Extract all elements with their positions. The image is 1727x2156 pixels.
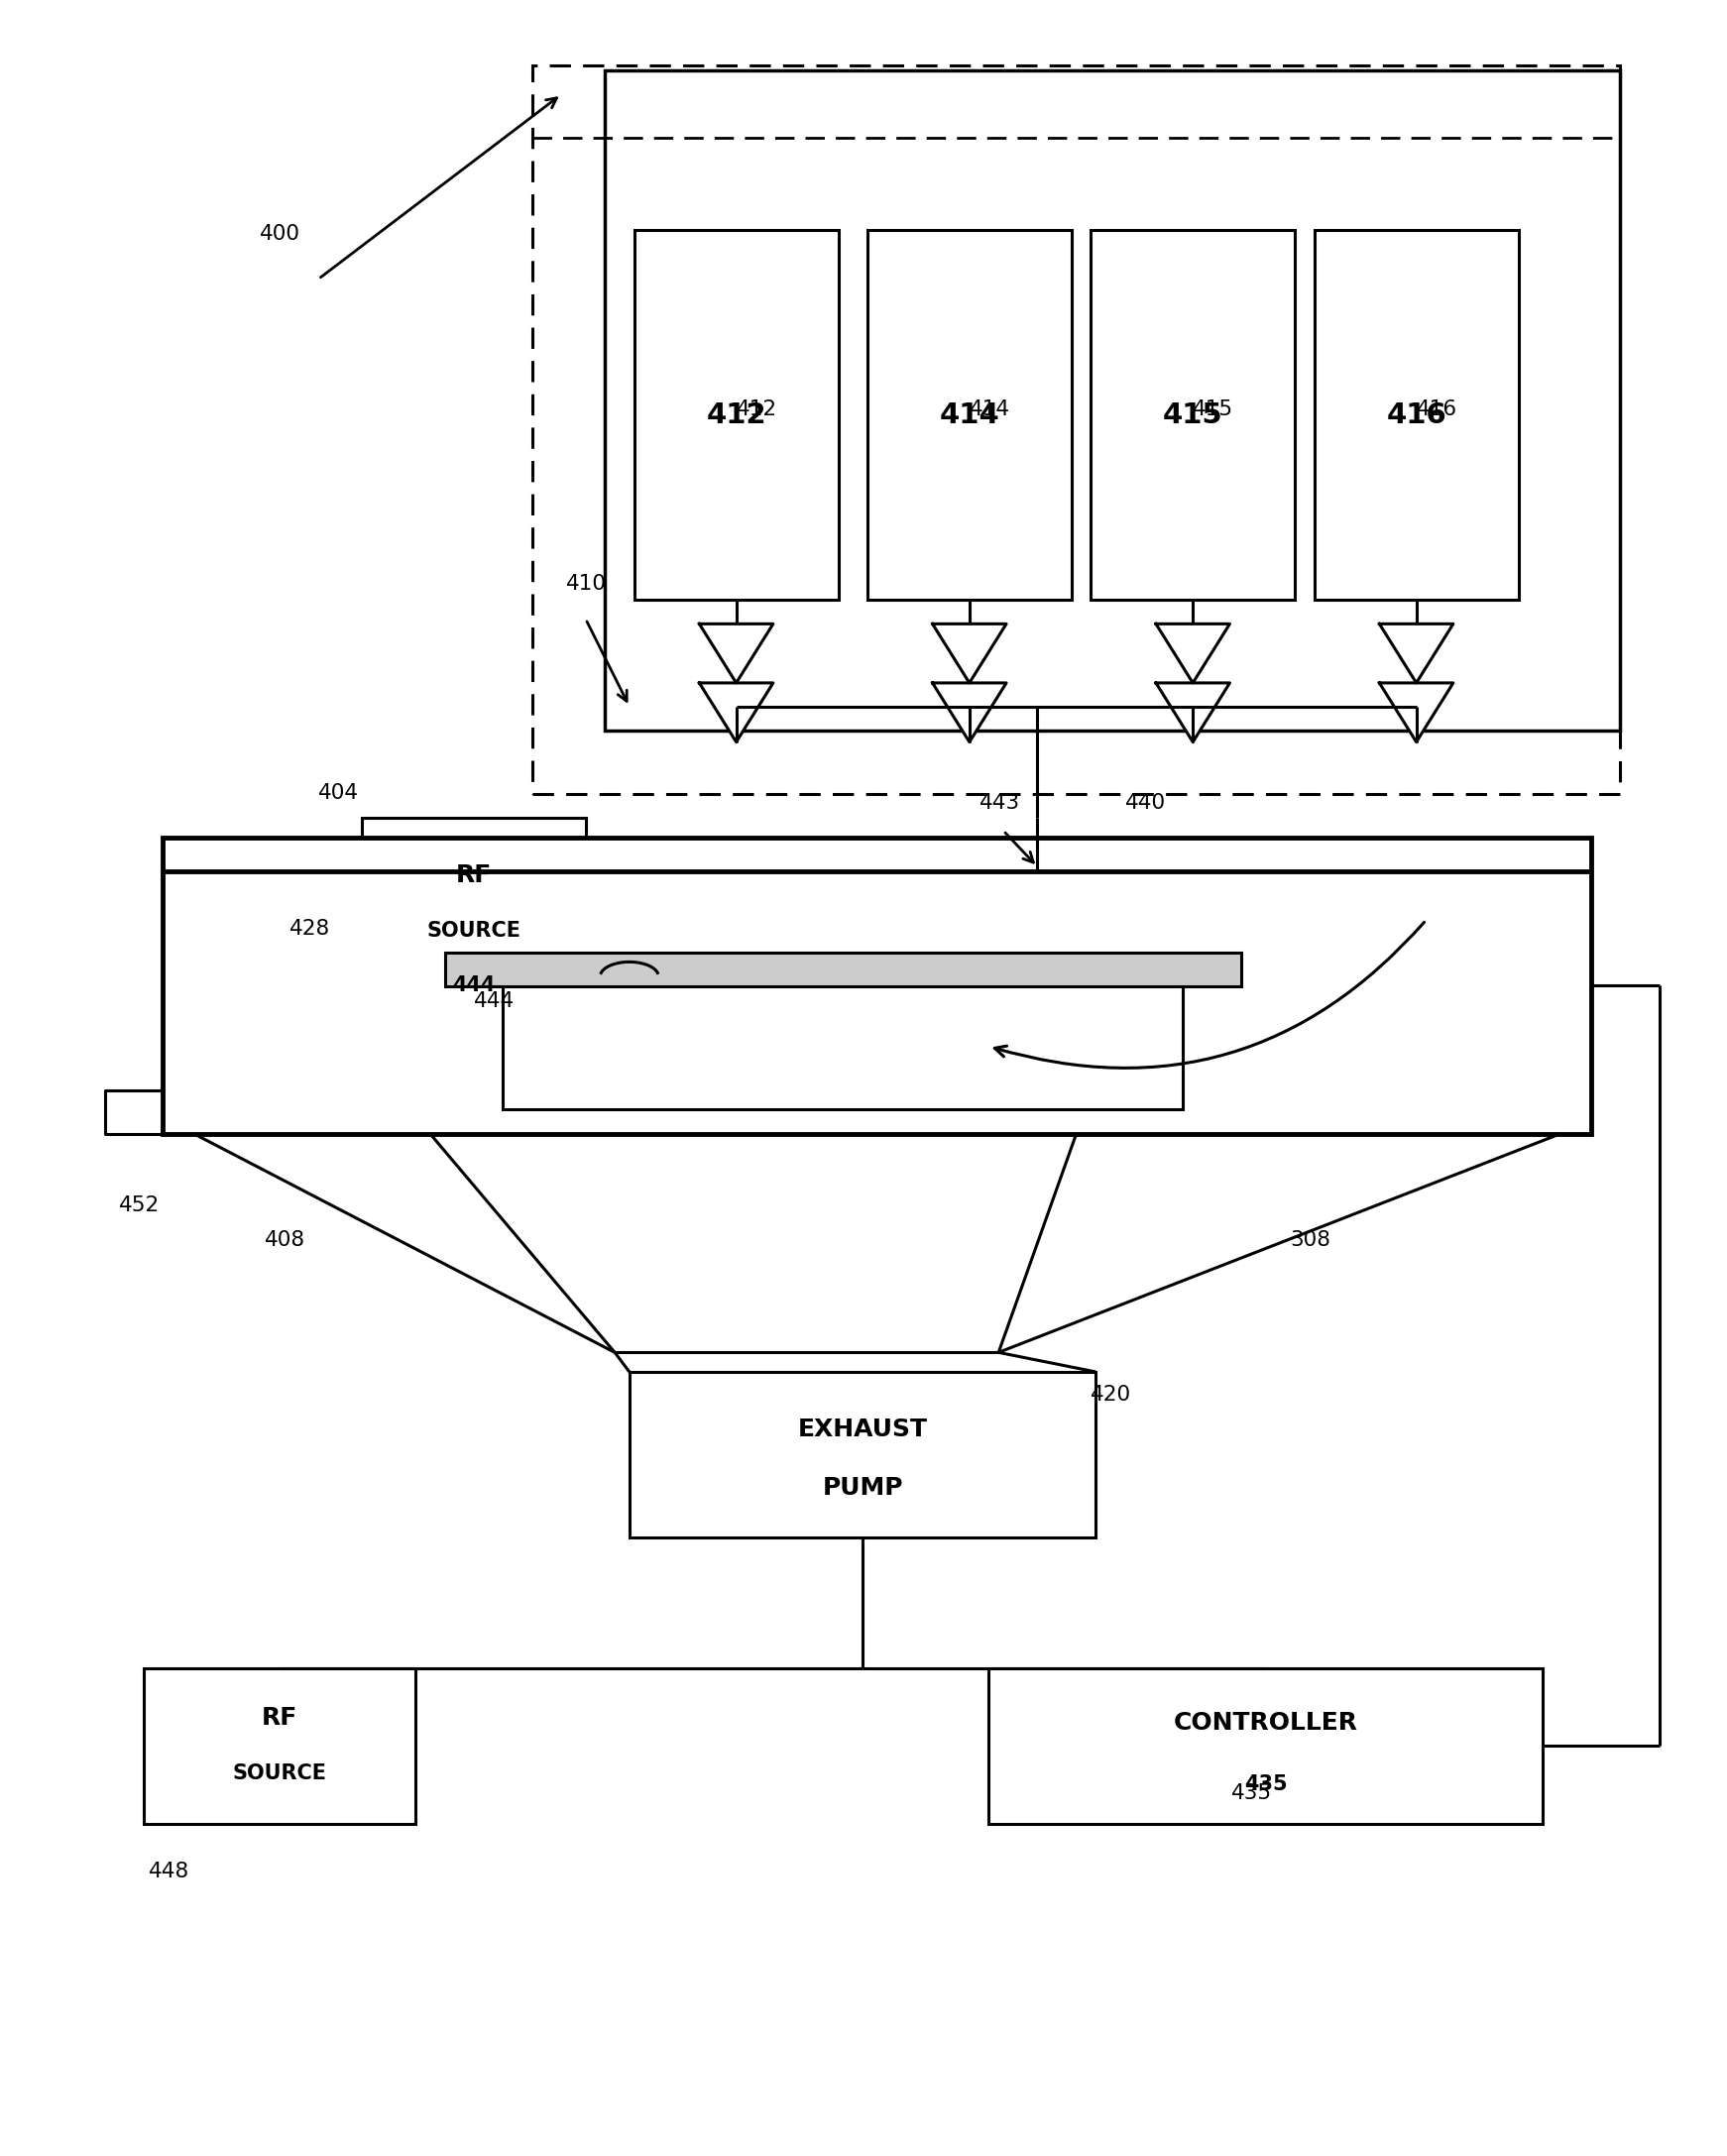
Polygon shape	[1155, 683, 1230, 742]
Text: 444: 444	[452, 975, 496, 996]
FancyBboxPatch shape	[162, 837, 1591, 1134]
FancyBboxPatch shape	[629, 1371, 1095, 1537]
Text: 308: 308	[1290, 1229, 1332, 1250]
Text: 416: 416	[1416, 399, 1458, 418]
Text: 404: 404	[318, 783, 359, 802]
Polygon shape	[1155, 623, 1230, 683]
FancyBboxPatch shape	[634, 231, 838, 599]
Text: 412: 412	[736, 399, 777, 418]
Text: 408: 408	[264, 1229, 306, 1250]
Text: 440: 440	[1124, 793, 1166, 813]
Text: 444: 444	[473, 992, 515, 1011]
Text: CONTROLLER: CONTROLLER	[1174, 1710, 1357, 1733]
Text: 452: 452	[119, 1197, 161, 1216]
Polygon shape	[933, 623, 1007, 683]
Polygon shape	[1380, 623, 1452, 683]
FancyBboxPatch shape	[363, 817, 585, 1022]
Text: 443: 443	[979, 793, 1021, 813]
FancyBboxPatch shape	[503, 983, 1183, 1110]
FancyBboxPatch shape	[1314, 231, 1518, 599]
Text: SOURCE: SOURCE	[427, 921, 522, 940]
Text: EXHAUST: EXHAUST	[798, 1419, 927, 1442]
Text: 412: 412	[706, 401, 767, 429]
Text: 400: 400	[261, 224, 300, 244]
Text: 448: 448	[149, 1861, 190, 1880]
Text: 414: 414	[969, 399, 1010, 418]
Text: RF: RF	[261, 1705, 297, 1729]
FancyBboxPatch shape	[446, 953, 1242, 985]
FancyBboxPatch shape	[867, 231, 1071, 599]
Text: RF: RF	[456, 862, 492, 886]
FancyBboxPatch shape	[143, 1669, 416, 1824]
Text: 435: 435	[1243, 1774, 1287, 1794]
Text: SOURCE: SOURCE	[233, 1764, 326, 1783]
Text: 414: 414	[939, 401, 1000, 429]
Text: 410: 410	[566, 573, 606, 593]
Polygon shape	[699, 683, 774, 742]
Polygon shape	[1380, 683, 1452, 742]
Text: 435: 435	[1231, 1783, 1273, 1802]
FancyBboxPatch shape	[990, 1669, 1542, 1824]
Text: 415: 415	[1193, 399, 1233, 418]
Text: 416: 416	[1387, 401, 1447, 429]
Text: 428: 428	[290, 918, 330, 938]
Text: 415: 415	[1162, 401, 1223, 429]
FancyBboxPatch shape	[604, 71, 1620, 731]
FancyBboxPatch shape	[532, 65, 1620, 793]
Text: PUMP: PUMP	[822, 1475, 903, 1498]
Polygon shape	[699, 623, 774, 683]
Text: 420: 420	[1091, 1384, 1131, 1406]
FancyBboxPatch shape	[237, 888, 1124, 925]
Polygon shape	[933, 683, 1007, 742]
FancyBboxPatch shape	[1091, 231, 1295, 599]
